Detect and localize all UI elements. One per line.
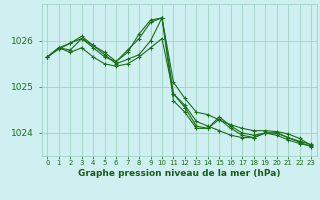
X-axis label: Graphe pression niveau de la mer (hPa): Graphe pression niveau de la mer (hPa) [78, 169, 280, 178]
